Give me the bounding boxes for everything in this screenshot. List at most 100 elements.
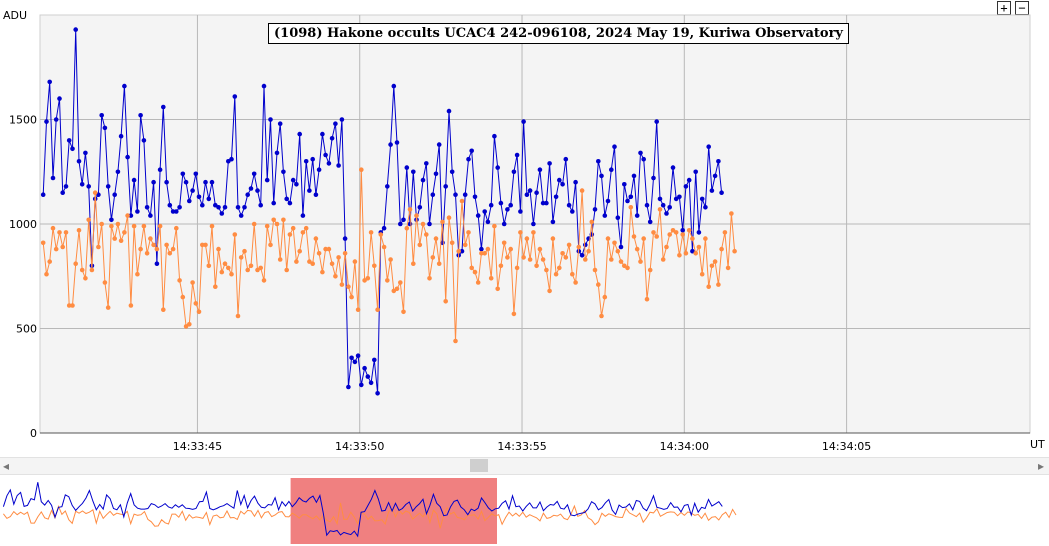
comparison-data-point — [498, 263, 504, 269]
target-data-point — [187, 198, 192, 204]
comparison-data-point — [115, 221, 121, 227]
comparison-data-point — [550, 236, 556, 241]
target-data-point — [475, 213, 481, 218]
comparison-data-point — [654, 234, 659, 239]
comparison-data-point — [375, 307, 380, 313]
comparison-data-point — [388, 257, 393, 262]
x-tick-label: 14:34:05 — [822, 440, 871, 453]
comparison-data-point — [524, 236, 530, 241]
comparison-data-point — [53, 246, 59, 252]
target-data-point — [508, 202, 513, 208]
comparison-data-point — [339, 282, 345, 287]
target-data-point — [349, 355, 354, 361]
comparison-data-point — [583, 257, 588, 262]
comparison-data-point — [326, 246, 332, 252]
comparison-data-point — [248, 263, 254, 269]
comparison-data-point — [187, 322, 192, 327]
comparison-data-point — [482, 251, 488, 256]
comparison-data-point — [651, 230, 656, 235]
target-data-point — [339, 117, 345, 122]
comparison-data-point — [398, 280, 403, 285]
target-data-point — [66, 138, 72, 143]
target-data-point — [274, 150, 280, 156]
target-data-point — [398, 221, 403, 227]
comparison-data-point — [206, 263, 212, 269]
target-data-point — [686, 177, 692, 183]
comparison-data-point — [245, 267, 250, 273]
comparison-data-point — [196, 309, 202, 315]
target-data-point — [157, 167, 163, 172]
comparison-data-point — [433, 236, 439, 241]
target-data-point — [287, 200, 293, 206]
comparison-data-point — [313, 236, 319, 241]
comparison-data-point — [222, 261, 228, 267]
comparison-data-point — [342, 251, 348, 256]
target-data-point — [703, 205, 708, 210]
comparison-data-point — [667, 232, 672, 237]
target-data-point — [514, 152, 520, 158]
zoom-out-button[interactable]: − — [1015, 1, 1029, 15]
comparison-data-point — [307, 259, 312, 264]
overview-navigator[interactable] — [0, 476, 1049, 546]
target-data-point — [518, 209, 523, 214]
target-data-point — [573, 179, 578, 185]
comparison-data-point — [161, 307, 166, 313]
comparison-data-point — [190, 280, 195, 285]
target-data-point — [625, 198, 630, 204]
scroll-left-arrow-icon[interactable]: ◂ — [3, 459, 10, 473]
target-data-point — [485, 219, 491, 225]
scroll-right-arrow-icon[interactable]: ▸ — [1038, 459, 1045, 473]
target-data-point — [696, 230, 702, 235]
target-data-point — [459, 248, 465, 254]
y-tick-label: 0 — [30, 427, 37, 440]
comparison-data-point — [226, 265, 231, 271]
overview-selection-window[interactable] — [290, 478, 497, 544]
target-data-point — [391, 83, 397, 89]
comparison-data-point — [316, 251, 322, 256]
target-data-point — [144, 205, 150, 210]
target-data-point — [154, 261, 160, 267]
target-data-point — [63, 184, 69, 189]
comparison-data-point — [118, 238, 124, 243]
horizontal-scrollbar[interactable]: ◂ ▸ — [0, 457, 1049, 475]
target-data-point — [537, 167, 543, 172]
comparison-data-point — [677, 253, 682, 258]
target-data-point — [167, 202, 173, 208]
target-data-point — [229, 156, 234, 162]
comparison-data-point — [414, 213, 419, 218]
comparison-data-point — [320, 269, 325, 275]
target-data-point — [115, 169, 121, 175]
target-data-point — [583, 242, 588, 248]
comparison-data-point — [242, 248, 247, 254]
target-data-point — [385, 184, 390, 189]
comparison-data-point — [297, 248, 303, 254]
target-data-point — [355, 353, 361, 359]
target-data-point — [135, 209, 140, 214]
target-data-point — [313, 192, 319, 197]
target-data-point — [690, 248, 695, 254]
target-data-point — [660, 202, 666, 208]
target-data-point — [404, 165, 410, 170]
target-data-point — [647, 219, 653, 225]
target-data-point — [40, 192, 46, 197]
target-data-point — [709, 188, 715, 193]
target-data-point — [151, 179, 156, 185]
target-data-point — [362, 365, 367, 371]
target-data-point — [498, 200, 504, 206]
target-data-point — [644, 202, 650, 208]
target-data-point — [651, 175, 656, 181]
comparison-data-point — [407, 207, 413, 212]
target-data-point — [618, 244, 624, 250]
target-data-point — [505, 207, 510, 212]
scrollbar-thumb[interactable] — [470, 459, 488, 472]
comparison-data-point — [631, 234, 637, 239]
target-data-point — [206, 196, 212, 202]
target-data-point — [281, 169, 286, 175]
target-data-point — [290, 177, 296, 183]
comparison-data-point — [596, 282, 601, 287]
target-data-point — [602, 213, 608, 218]
target-data-point — [657, 196, 663, 202]
target-data-point — [346, 384, 351, 390]
target-data-point — [200, 202, 205, 208]
